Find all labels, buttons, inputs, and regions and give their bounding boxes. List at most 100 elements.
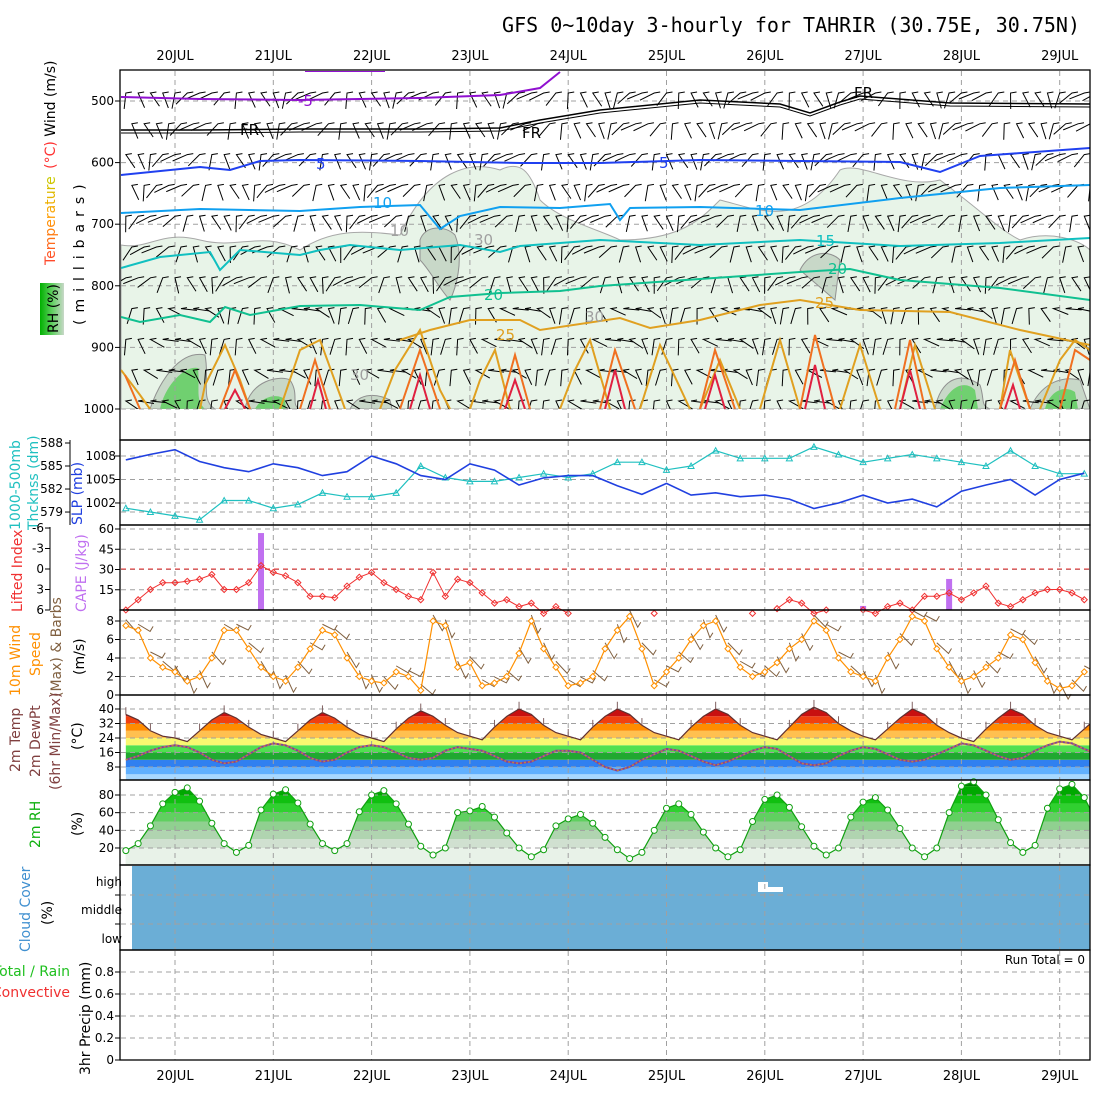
- wind-barb: [630, 153, 649, 167]
- wind-barb: [585, 307, 593, 325]
- rh-marker: [245, 841, 253, 849]
- surface-wind-barb: [739, 660, 756, 669]
- wind-barb: [616, 399, 624, 409]
- thickness-marker: [294, 500, 302, 508]
- wind-barb: [573, 183, 582, 201]
- wind-barb: [553, 276, 575, 286]
- li-marker: [871, 609, 880, 618]
- label-temperature: Temperature: [43, 176, 59, 266]
- wind-speed-marker: [318, 626, 327, 634]
- wind-barb: [432, 276, 440, 294]
- wind-barb: [438, 183, 446, 201]
- rh-marker: [896, 825, 904, 833]
- wind-barb: [578, 214, 599, 224]
- wind-barb: [516, 91, 538, 100]
- wind-barb: [150, 399, 167, 404]
- wind-barb: [1071, 276, 1082, 292]
- wind-barb: [123, 91, 132, 109]
- tick-label: 8: [106, 614, 114, 628]
- wind-barb: [1029, 183, 1048, 198]
- wind-barb: [383, 91, 390, 109]
- wind-barb: [911, 337, 922, 354]
- temp-band: [125, 716, 1090, 724]
- rh-marker: [675, 800, 683, 808]
- surface-wind-barb: [936, 642, 952, 655]
- wind-barb: [873, 153, 882, 171]
- wind-barb: [930, 368, 947, 373]
- li-marker: [920, 592, 929, 601]
- tick-label: 30: [99, 563, 114, 577]
- wind-barb: [1059, 276, 1066, 294]
- isotherm-10: [121, 184, 1090, 231]
- li-marker: [367, 568, 376, 577]
- surface-wind-barb: [592, 670, 608, 682]
- wind-barb: [794, 183, 802, 201]
- li-marker: [478, 589, 486, 597]
- wind-barb: [535, 368, 544, 387]
- li-marker: [195, 575, 204, 583]
- wind-barb: [688, 214, 710, 224]
- wind-speed-marker: [1080, 668, 1088, 676]
- wind-barb: [757, 245, 768, 261]
- date-label: 22JUL: [353, 49, 391, 64]
- wind-speed-marker: [883, 654, 892, 662]
- upper-axis-label: (millibars): [72, 177, 88, 325]
- wind-barb: [542, 214, 554, 230]
- wind-barb: [530, 214, 538, 232]
- rh-marker: [208, 819, 216, 827]
- freezing-line-2: [121, 98, 1090, 134]
- wind-barb: [960, 337, 975, 350]
- wind-barb: [696, 122, 707, 138]
- wind-barb: [432, 214, 443, 230]
- wind-barb: [868, 245, 879, 261]
- wind-speed-marker: [146, 654, 155, 662]
- wind-barb: [1065, 307, 1082, 311]
- wind-barb: [161, 399, 178, 409]
- wind-barb: [661, 337, 673, 355]
- wind-speed-marker: [515, 649, 523, 658]
- wind-speed-marker: [245, 645, 253, 653]
- wind-barb: [641, 214, 649, 232]
- li-marker: [257, 561, 265, 570]
- wind-barb: [886, 153, 895, 170]
- wind-barb: [971, 91, 993, 101]
- thickness-marker: [810, 442, 818, 450]
- wind-speed-marker: [294, 663, 302, 671]
- wind-barb: [700, 153, 710, 171]
- wind-barb: [515, 214, 526, 232]
- wind-barb: [729, 245, 741, 263]
- wind-barb: [948, 399, 956, 409]
- wind-barb: [997, 153, 1006, 170]
- rh-legend-label: RH (%): [46, 284, 62, 333]
- wind-barb: [807, 307, 814, 325]
- wind-barb: [587, 183, 605, 198]
- tick-label: 16: [99, 746, 114, 760]
- wind-barb: [898, 399, 915, 409]
- wind-barb: [840, 245, 851, 263]
- li-marker: [466, 578, 474, 587]
- wind-barb: [389, 368, 406, 373]
- rh-marker: [749, 817, 757, 825]
- wind-barb: [1033, 337, 1050, 347]
- rh-marker: [355, 808, 363, 816]
- li-marker: [183, 577, 191, 586]
- wind-barb: [198, 214, 206, 232]
- wind-barb: [782, 183, 793, 199]
- precip-axis-label: 3hr Precip (mm): [78, 962, 94, 1075]
- date-label: 28JUL: [943, 1069, 981, 1084]
- rh-marker: [331, 847, 339, 855]
- surface-wind-barb: [494, 676, 510, 684]
- wind-barb: [618, 245, 630, 263]
- wind-barb: [345, 91, 354, 109]
- wind-barb: [677, 153, 689, 169]
- label-temperature-unit: (°C): [43, 141, 59, 169]
- wind-barb: [700, 214, 722, 224]
- wind-speed-marker: [687, 635, 695, 644]
- wind-barb: [655, 368, 667, 386]
- wind-barb: [1040, 122, 1048, 140]
- wind-barb: [565, 276, 587, 285]
- wind-barb: [804, 183, 814, 202]
- li-marker: [490, 599, 499, 607]
- wind-barb: [579, 153, 587, 170]
- wind-barb: [922, 337, 940, 347]
